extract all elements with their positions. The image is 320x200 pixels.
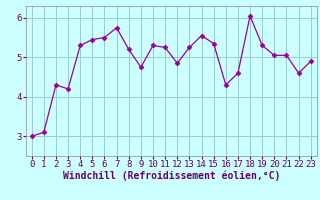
X-axis label: Windchill (Refroidissement éolien,°C): Windchill (Refroidissement éolien,°C): [62, 171, 280, 181]
